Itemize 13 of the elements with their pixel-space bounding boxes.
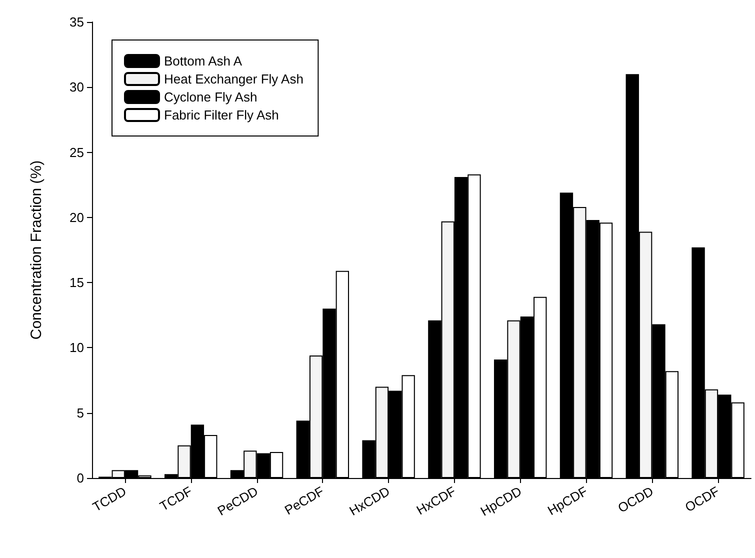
legend-label: Bottom Ash A <box>164 54 242 68</box>
y-tick-label: 25 <box>70 144 84 160</box>
y-tick-label: 15 <box>70 275 84 290</box>
y-axis-title: Concentration Fraction (%) <box>28 160 45 340</box>
y-tick-label: 10 <box>70 340 84 356</box>
legend-label: Cyclone Fly Ash <box>164 90 258 104</box>
legend-label: Fabric Filter Fly Ash <box>164 108 279 122</box>
y-tick-label: 35 <box>70 14 84 30</box>
y-tick-label: 20 <box>70 210 84 225</box>
y-tick-label: 0 <box>76 470 84 486</box>
y-tick-label: 5 <box>76 405 84 420</box>
y-tick-label: 30 <box>70 80 84 95</box>
legend-label: Heat Exchanger Fly Ash <box>164 72 304 86</box>
